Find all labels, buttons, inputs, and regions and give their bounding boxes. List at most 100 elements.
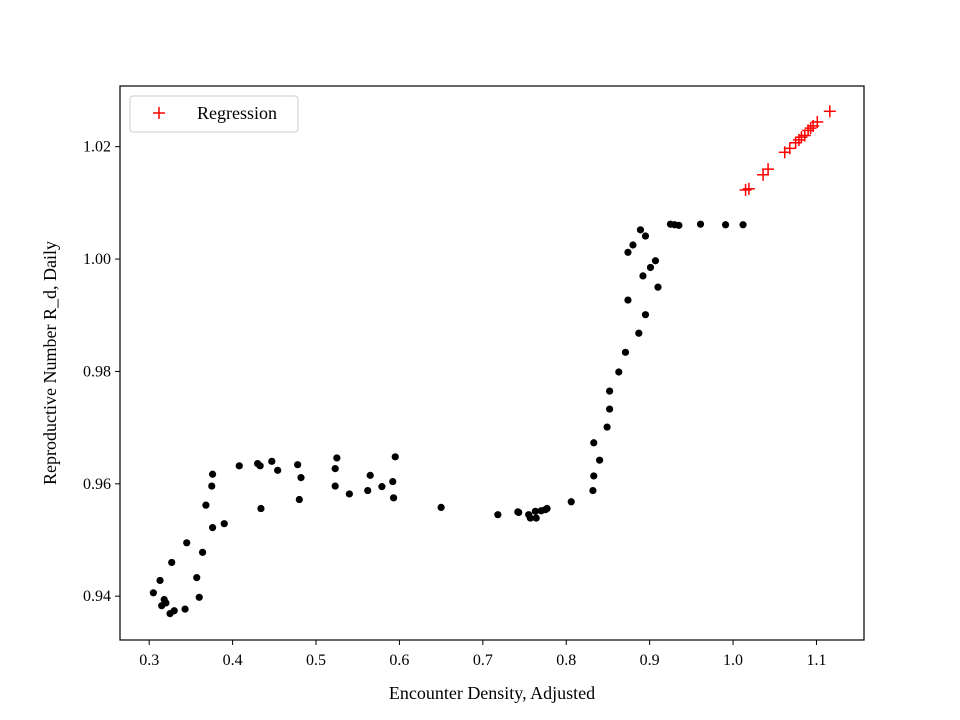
data-point: [195, 593, 203, 601]
data-point: [721, 221, 730, 229]
data-point: [364, 486, 372, 495]
data-point: [345, 490, 353, 498]
x-axis-label: Encounter Density, Adjusted: [389, 683, 595, 703]
regression-point: [757, 168, 770, 181]
data-point: [389, 494, 398, 502]
legend-box: [129, 95, 299, 133]
data-point: [589, 486, 597, 495]
x-tick-label: 1.1: [806, 652, 826, 669]
data-point: [654, 283, 662, 291]
data-point: [156, 576, 164, 585]
x-tick-label: 0.6: [389, 652, 409, 669]
y-tick-label: 1.00: [83, 251, 111, 268]
data-point: [331, 465, 339, 473]
data-point: [366, 471, 374, 479]
data-point: [532, 514, 540, 522]
data-point: [739, 221, 747, 229]
legend-plus-marker: [153, 107, 165, 119]
y-axis: 0.94 0.96 0.98 1.00 1.02: [83, 139, 120, 605]
data-point: [256, 462, 264, 470]
data-point: [696, 220, 705, 228]
x-tick-label: 0.4: [223, 652, 243, 669]
x-tick-label: 0.5: [306, 652, 326, 669]
data-point: [641, 232, 650, 240]
data-point: [515, 508, 523, 517]
data-point: [391, 453, 399, 461]
data-point: [437, 503, 445, 511]
data-point: [641, 311, 650, 319]
data-point: [629, 241, 637, 249]
y-tick-label: 1.02: [83, 139, 111, 156]
data-point: [208, 470, 217, 478]
data-point: [606, 405, 614, 413]
regression-point: [823, 105, 836, 118]
plot-area: [120, 86, 864, 640]
regression-point: [783, 142, 796, 155]
x-tick-label: 0.9: [640, 652, 660, 669]
data-point: [181, 605, 189, 613]
data-point: [567, 498, 575, 506]
data-point: [208, 482, 216, 490]
data-point: [378, 483, 386, 491]
data-point: [639, 272, 647, 280]
data-point: [636, 226, 645, 234]
data-point: [295, 495, 303, 504]
data-point: [333, 454, 341, 462]
data-point: [389, 477, 397, 486]
y-axis-label: Reproductive Number R_d, Daily: [40, 241, 60, 485]
data-point: [268, 457, 276, 465]
data-point: [590, 472, 598, 480]
data-point: [193, 574, 201, 582]
x-tick-label: 0.3: [139, 652, 159, 669]
data-point: [624, 296, 632, 304]
regression-point: [762, 163, 775, 176]
data-point: [606, 387, 614, 395]
data-point: [294, 461, 302, 469]
data-point: [274, 466, 282, 474]
data-point: [257, 504, 265, 513]
data-point: [494, 511, 502, 519]
data-point: [590, 439, 598, 447]
y-tick-label: 0.94: [83, 588, 111, 605]
data-point: [202, 501, 210, 509]
data-point: [331, 482, 339, 490]
regression-point: [804, 122, 817, 135]
data-point: [635, 329, 643, 337]
legend-label-regression: Regression: [197, 103, 277, 123]
data-point: [543, 504, 551, 513]
x-axis: 0.3 0.4 0.5 0.6 0.7 0.8 0.9 1.0 1.1: [139, 640, 826, 669]
data-point: [531, 507, 539, 515]
data-point: [646, 263, 655, 272]
plot-background: [120, 86, 864, 640]
data-point: [220, 520, 228, 528]
x-tick-label: 0.8: [556, 652, 576, 669]
regression-point: [811, 115, 824, 128]
data-point: [615, 368, 623, 376]
y-tick-label: 0.98: [83, 363, 111, 380]
data-point: [526, 514, 534, 522]
data-point: [675, 221, 683, 229]
data-point: [624, 248, 632, 256]
data-point: [621, 348, 630, 356]
data-point: [162, 599, 170, 607]
plot-frame: [119, 85, 865, 641]
data-point: [235, 462, 243, 470]
regression-points: [739, 105, 836, 196]
data-point: [297, 474, 305, 482]
x-tick-label: 1.0: [723, 652, 743, 669]
data-point: [183, 539, 191, 547]
data-point: [168, 558, 176, 567]
legend: Regression: [129, 95, 299, 133]
data-point: [149, 589, 157, 597]
y-tick-label: 0.96: [83, 476, 111, 493]
black-points: [149, 220, 747, 618]
x-tick-label: 0.7: [473, 652, 493, 669]
data-point: [208, 524, 217, 532]
regression-point: [742, 182, 755, 195]
data-point: [603, 423, 611, 431]
data-point: [170, 607, 178, 615]
data-point: [651, 257, 660, 265]
data-point: [595, 456, 604, 464]
data-point: [198, 548, 207, 556]
